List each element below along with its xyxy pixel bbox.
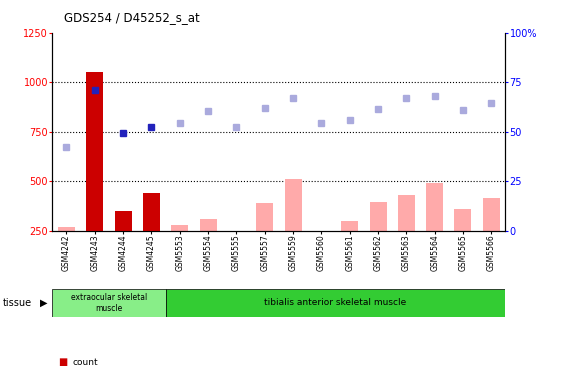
Bar [143,193,160,231]
Bar [114,211,131,231]
Bar [86,72,103,231]
Bar [171,225,188,231]
Bar [370,202,386,231]
Bar [454,209,471,231]
Text: ▶: ▶ [40,298,47,308]
Bar [483,198,500,231]
Bar [58,227,75,231]
Text: tissue: tissue [3,298,32,308]
Bar [256,203,273,231]
Text: extraocular skeletal
muscle: extraocular skeletal muscle [71,293,147,313]
Bar [166,289,505,317]
Bar [200,219,217,231]
Bar [341,221,358,231]
Bar [228,231,245,238]
Bar [285,179,302,231]
Bar [52,289,166,317]
Bar [426,183,443,231]
Bar [398,195,415,231]
Text: ■: ■ [58,357,67,366]
Text: GDS254 / D45252_s_at: GDS254 / D45252_s_at [64,11,200,24]
Bar [313,231,330,238]
Text: count: count [73,358,98,366]
Text: tibialis anterior skeletal muscle: tibialis anterior skeletal muscle [264,298,407,307]
